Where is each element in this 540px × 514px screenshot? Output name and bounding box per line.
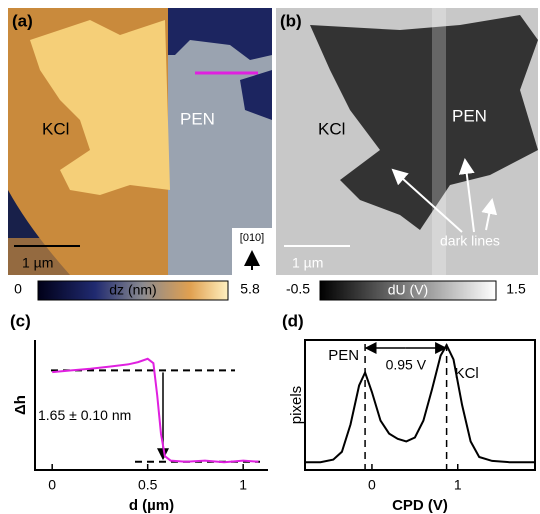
- region-label: PEN: [180, 109, 215, 128]
- annotation: PEN: [328, 347, 359, 364]
- figure: (a) KCl PEN 1 µm [010] (b) KCl PEN 1 µm …: [0, 0, 540, 514]
- annotation: 0.95 V: [386, 357, 427, 373]
- colorbar-max: 5.8: [240, 281, 260, 297]
- colorbar-min: -0.5: [286, 281, 310, 297]
- page: {"panels":{ "a":{"label":"(a)","left_reg…: [0, 0, 540, 514]
- panel-b: (b) KCl PEN 1 µm dark lines: [276, 8, 538, 275]
- region-label: PEN: [452, 106, 487, 125]
- x-tick-label: 0.5: [138, 477, 158, 493]
- x-tick-label: 0: [368, 477, 376, 493]
- axes-frame: [35, 340, 268, 470]
- scale-label: 1 µm: [292, 255, 323, 271]
- x-axis-label: CPD (V): [392, 497, 448, 514]
- panel-label: (d): [282, 311, 304, 330]
- panel-label: (b): [280, 11, 302, 30]
- x-tick-label: 1: [454, 477, 462, 493]
- note-label: dark lines: [440, 233, 500, 249]
- scale-label: 1 µm: [22, 255, 53, 271]
- panel-a: (a) KCl PEN 1 µm [010]: [8, 8, 272, 275]
- colorbar-max: 1.5: [506, 281, 526, 297]
- panel-label: (c): [10, 311, 31, 330]
- y-axis-label: pixels: [288, 386, 305, 424]
- y-axis-label: Δh: [12, 395, 29, 415]
- x-axis-label: d (µm): [129, 497, 174, 514]
- colorbars: 0 dz (nm) 5.8 -0.5 dU (V) 1.5: [14, 281, 526, 300]
- colorbar-min: 0: [14, 281, 22, 297]
- region-label: KCl: [42, 119, 69, 138]
- x-tick-label: 1: [239, 477, 247, 493]
- annotation: 1.65 ± 0.10 nm: [38, 407, 131, 423]
- x-tick-label: 0: [48, 477, 56, 493]
- panel-label: (a): [12, 11, 33, 30]
- direction-label: [010]: [240, 232, 264, 244]
- colorbar-label: dU (V): [388, 282, 428, 298]
- region-label: KCl: [318, 119, 345, 138]
- colorbar-label: dz (nm): [109, 282, 156, 298]
